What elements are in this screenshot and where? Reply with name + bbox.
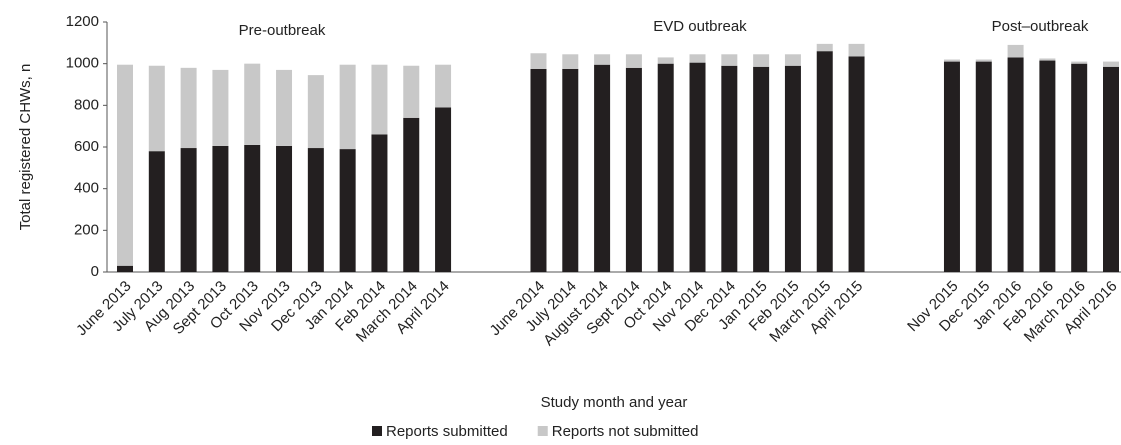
bar-segment — [975, 59, 992, 62]
bar-segment — [530, 68, 547, 272]
y-tick-label: 600 — [74, 138, 99, 155]
bar-segment — [689, 54, 706, 63]
bar-segment — [848, 56, 865, 272]
bar-segment — [435, 107, 452, 273]
bar-segment — [117, 64, 133, 266]
bar-segment — [117, 265, 133, 272]
bar-segment — [657, 63, 674, 272]
bar-segment — [943, 59, 960, 62]
bar-segment — [530, 53, 547, 69]
x-axis-label: Study month and year — [541, 394, 688, 411]
bar-segment — [943, 61, 960, 273]
bar-segment — [276, 145, 293, 272]
bar-segment — [1103, 61, 1119, 67]
bar-segment — [1007, 57, 1024, 272]
bar-segment — [339, 149, 356, 272]
bar-segment — [180, 148, 197, 272]
y-tick-label: 400 — [74, 180, 99, 197]
bar-segment — [562, 54, 579, 69]
bar-segment — [657, 57, 674, 64]
bar-segment — [848, 43, 865, 57]
bar-segment — [753, 54, 770, 67]
bar-segment — [562, 68, 579, 272]
bar-segment — [1039, 60, 1056, 272]
bar-segment — [816, 43, 833, 52]
annotation: Pre-outbreak — [239, 22, 326, 39]
y-axis-label: Total registered CHWs, n — [17, 64, 34, 231]
bar-segment — [1071, 61, 1088, 64]
legend-swatch — [372, 426, 382, 436]
bar-segment — [625, 54, 642, 68]
bar-segment — [721, 65, 738, 272]
y-tick-label: 0 — [91, 263, 99, 280]
bar-segment — [307, 75, 324, 149]
bar-segment — [180, 67, 197, 149]
bar-segment — [212, 145, 229, 272]
bar-segment — [276, 69, 293, 146]
bar-segment — [148, 151, 165, 272]
bar-segment — [975, 61, 992, 273]
bar-segment — [1007, 44, 1024, 58]
bar-segment — [721, 54, 738, 66]
bar-segment — [371, 64, 388, 135]
bar-segment — [403, 117, 420, 272]
bar-segment — [1103, 66, 1119, 273]
bar-segment — [784, 65, 801, 272]
y-tick-label: 1000 — [66, 55, 99, 72]
bar-segment — [339, 64, 356, 150]
y-tick-label: 1200 — [66, 13, 99, 30]
bar-segment — [244, 144, 261, 272]
y-tick-label: 800 — [74, 96, 99, 113]
bar-segment — [594, 64, 611, 272]
legend-label: Reports not submitted — [552, 423, 699, 440]
bar-segment — [816, 51, 833, 272]
y-tick-label: 200 — [74, 221, 99, 238]
bar-segment — [1039, 58, 1056, 61]
bar-segment — [753, 66, 770, 273]
legend-swatch — [537, 426, 548, 436]
bar-segment — [403, 65, 420, 118]
bar-segment — [594, 54, 611, 65]
bar-segment — [148, 65, 165, 152]
legend-label: Reports submitted — [386, 423, 508, 440]
bar-segment — [212, 69, 229, 146]
bar-segment — [244, 63, 261, 145]
bar-segment — [371, 134, 388, 272]
bar-segment — [784, 54, 801, 66]
bar-segment — [307, 148, 324, 272]
annotation: EVD outbreak — [653, 18, 747, 35]
annotation: Post–outbreak — [992, 18, 1089, 35]
bar-segment — [435, 64, 452, 108]
bar-segment — [625, 67, 642, 272]
bar-segment — [689, 62, 706, 272]
bar-segment — [1071, 63, 1088, 272]
